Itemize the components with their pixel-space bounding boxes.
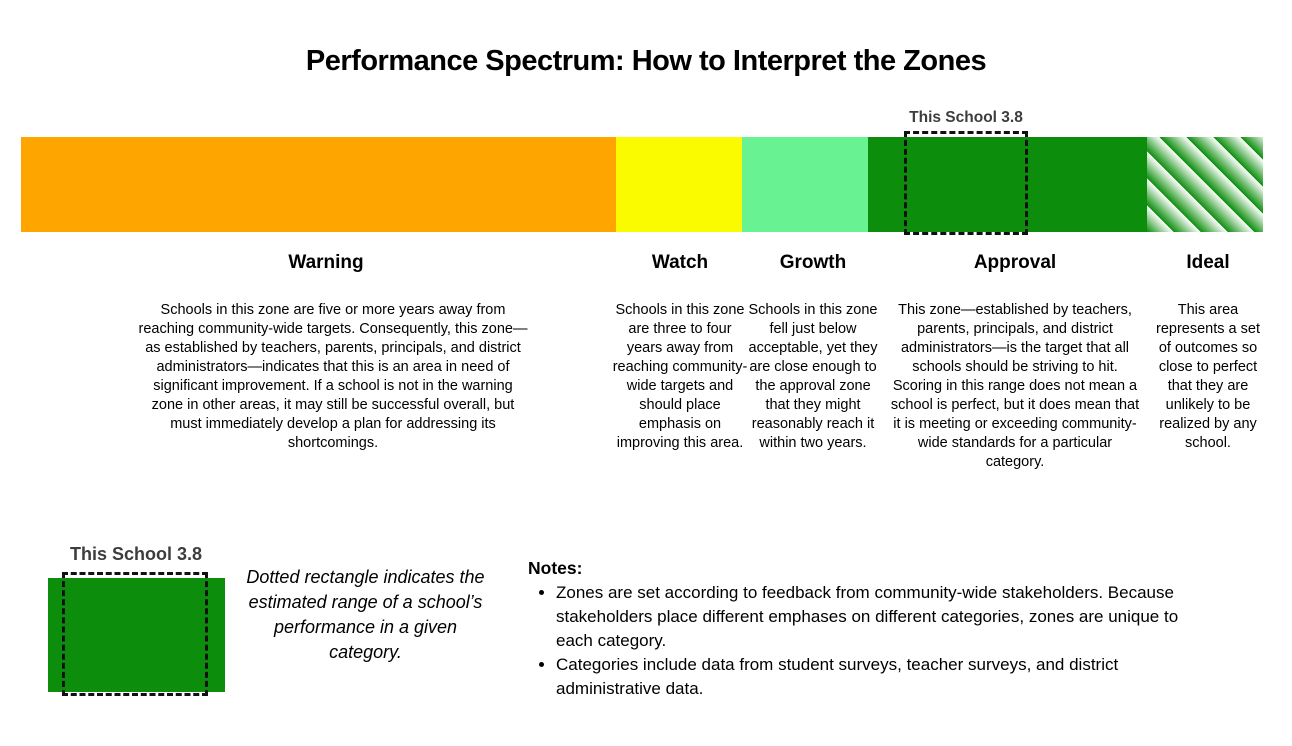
- legend-caption: Dotted rectangle indicates the estimated…: [246, 567, 485, 662]
- zone-name-growth: Growth: [779, 252, 847, 273]
- zone-name-approval: Approval: [973, 252, 1057, 273]
- zone-name-warning: Warning: [288, 252, 364, 273]
- zone-segment-warning: [21, 137, 616, 232]
- page-title: Performance Spectrum: How to Interpret t…: [305, 45, 987, 77]
- notes-heading: Notes:: [528, 558, 583, 578]
- notes-item: Zones are set according to feedback from…: [556, 581, 1196, 653]
- zone-description-ideal: This area represents a set of outcomes s…: [1156, 302, 1260, 451]
- school-marker-label: This School 3.8: [909, 109, 1023, 126]
- legend-dashed-rectangle: [62, 572, 208, 696]
- notes-item: Categories include data from student sur…: [556, 653, 1196, 701]
- zone-name-watch: Watch: [651, 252, 709, 273]
- zone-segment-approval: [868, 137, 1147, 232]
- zone-description-growth: Schools in this zone fell just below acc…: [748, 302, 878, 451]
- spectrum-bar: [21, 137, 1263, 232]
- legend-marker-label: This School 3.8: [69, 544, 203, 564]
- notes-list: Zones are set according to feedback from…: [528, 581, 1228, 701]
- zone-segment-watch: [616, 137, 742, 232]
- legend-green-swatch: [48, 578, 225, 692]
- zone-description-approval: This zone—established by teachers, paren…: [890, 302, 1140, 470]
- zone-segment-growth: [742, 137, 868, 232]
- zone-description-watch: Schools in this zone are three to four y…: [612, 302, 748, 451]
- notes-section: Notes: Zones are set according to feedba…: [528, 558, 1228, 701]
- zone-description-warning: Schools in this zone are five or more ye…: [138, 302, 528, 451]
- school-range-marker: [904, 131, 1028, 235]
- zone-name-ideal: Ideal: [1186, 252, 1230, 273]
- zone-segment-ideal: [1147, 137, 1263, 232]
